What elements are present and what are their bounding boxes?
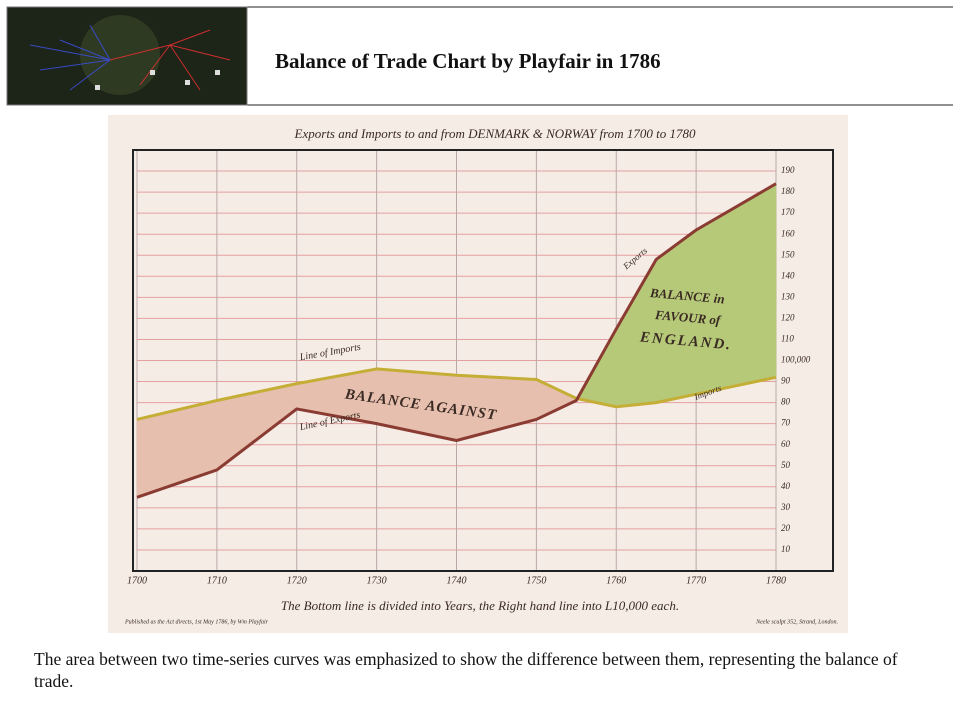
chart-title: Exports and Imports to and from DENMARK …: [294, 126, 696, 141]
slide-title: Balance of Trade Chart by Playfair in 17…: [275, 49, 661, 73]
y-tick-label: 150: [781, 249, 795, 259]
y-tick-label: 60: [781, 439, 791, 449]
y-tick-label: 110: [781, 334, 794, 344]
y-tick-label: 190: [781, 165, 795, 175]
caption: The area between two time-series curves …: [34, 649, 898, 691]
y-tick-label: 10: [781, 544, 791, 554]
footnote: Published as the Act directs, 1st May 17…: [124, 618, 269, 625]
y-tick-label: 140: [781, 270, 795, 280]
x-tick-label: 1750: [526, 575, 546, 586]
y-tick-label: 70: [781, 418, 791, 428]
x-tick-label: 1740: [447, 575, 467, 586]
y-tick-label: 120: [781, 312, 795, 322]
x-tick-label: 1780: [766, 575, 786, 586]
y-tick-label: 100,000: [781, 355, 811, 365]
x-axis-label: The Bottom line is divided into Years, t…: [281, 598, 679, 613]
y-tick-label: 20: [781, 523, 791, 533]
y-tick-label: 130: [781, 291, 795, 301]
y-tick-label: 40: [781, 481, 791, 491]
y-tick-label: 170: [781, 207, 795, 217]
x-tick-label: 1700: [127, 575, 147, 586]
y-tick-label: 90: [781, 376, 791, 386]
footnote: Neele sculpt 352, Strand, London.: [755, 619, 838, 625]
annotation: BALANCE in: [648, 285, 725, 307]
chart: Exports and Imports to and from DENMARK …: [108, 115, 848, 633]
x-tick-label: 1730: [367, 575, 387, 586]
y-tick-label: 30: [780, 502, 791, 512]
series-line: [136, 182, 777, 499]
x-tick-label: 1760: [606, 575, 626, 586]
x-tick-label: 1710: [207, 575, 227, 586]
y-tick-label: 160: [781, 228, 795, 238]
logo: [6, 6, 248, 106]
series-line: [136, 367, 777, 421]
x-tick-label: 1720: [287, 575, 307, 586]
y-tick-label: 50: [781, 460, 791, 470]
plot-frame: [132, 149, 834, 572]
y-tick-label: 80: [781, 397, 791, 407]
annotation: FAVOUR of: [653, 307, 722, 328]
header: Balance of Trade Chart by Playfair in 17…: [6, 6, 953, 106]
x-tick-label: 1770: [686, 575, 706, 586]
y-tick-label: 180: [781, 186, 795, 196]
